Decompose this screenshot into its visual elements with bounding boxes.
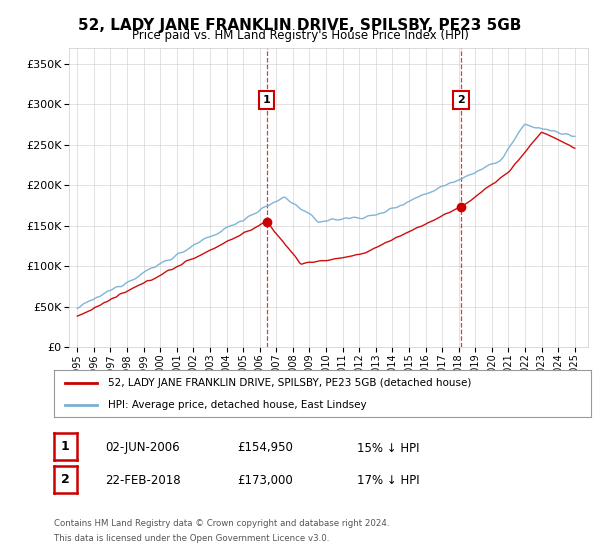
Text: Contains HM Land Registry data © Crown copyright and database right 2024.: Contains HM Land Registry data © Crown c… (54, 519, 389, 528)
Text: £154,950: £154,950 (237, 441, 293, 455)
Text: 2: 2 (61, 473, 70, 486)
Text: 52, LADY JANE FRANKLIN DRIVE, SPILSBY, PE23 5GB (detached house): 52, LADY JANE FRANKLIN DRIVE, SPILSBY, P… (108, 378, 471, 388)
Text: 22-FEB-2018: 22-FEB-2018 (105, 474, 181, 487)
Text: 52, LADY JANE FRANKLIN DRIVE, SPILSBY, PE23 5GB: 52, LADY JANE FRANKLIN DRIVE, SPILSBY, P… (79, 18, 521, 34)
Text: £173,000: £173,000 (237, 474, 293, 487)
Text: 1: 1 (61, 440, 70, 454)
Text: This data is licensed under the Open Government Licence v3.0.: This data is licensed under the Open Gov… (54, 534, 329, 543)
Text: HPI: Average price, detached house, East Lindsey: HPI: Average price, detached house, East… (108, 400, 367, 410)
Text: Price paid vs. HM Land Registry's House Price Index (HPI): Price paid vs. HM Land Registry's House … (131, 29, 469, 42)
Text: 17% ↓ HPI: 17% ↓ HPI (357, 474, 419, 487)
Text: 02-JUN-2006: 02-JUN-2006 (105, 441, 179, 455)
Text: 1: 1 (263, 95, 271, 105)
Text: 15% ↓ HPI: 15% ↓ HPI (357, 441, 419, 455)
Text: 2: 2 (457, 95, 464, 105)
